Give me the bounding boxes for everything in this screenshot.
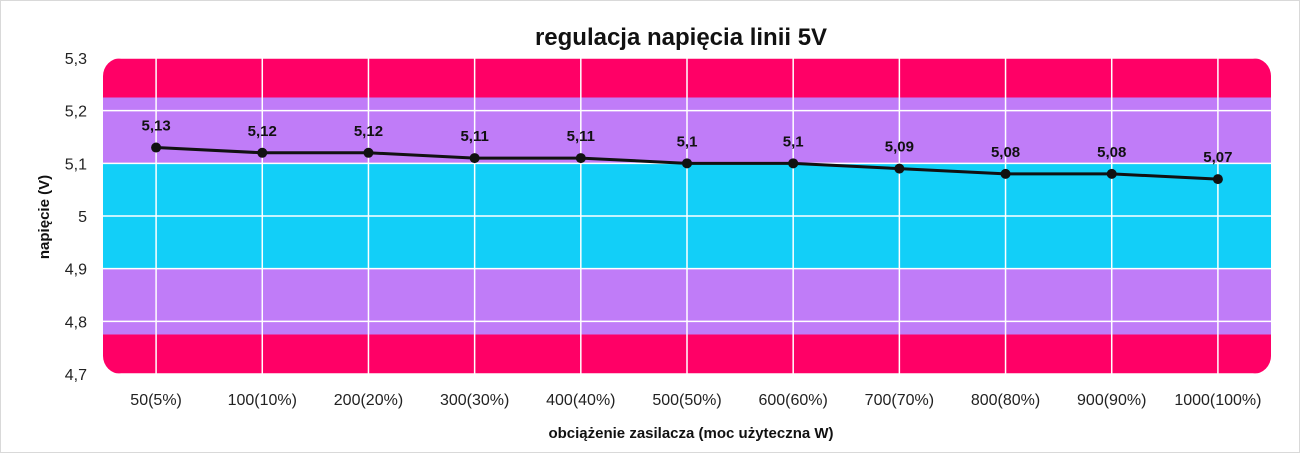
data-point [894, 163, 905, 174]
data-point [469, 153, 480, 164]
y-tick-label: 4,7 [65, 367, 87, 384]
grid-lines [103, 58, 1271, 374]
x-axis-ticks: 50(5%) 100(10%) 200(20%) 300(30%) 400(40%) 50… [130, 392, 1261, 409]
x-tick-label: 1000(100%) [1174, 392, 1261, 409]
y-tick-label: 4,8 [65, 314, 87, 331]
y-tick-label: 5,1 [65, 156, 87, 173]
series-line [151, 142, 1223, 185]
data-label: 5,07 [1203, 149, 1232, 166]
data-label: 5,08 [1097, 144, 1126, 161]
x-tick-label: 100(10%) [228, 392, 297, 409]
data-label: 5,11 [567, 128, 595, 145]
data-label: 5,09 [885, 139, 914, 156]
y-axis-ticks: 4,7 4,8 4,9 5 5,1 5,2 5,3 [65, 51, 87, 384]
data-point [1212, 174, 1223, 185]
y-tick-label: 5,2 [65, 104, 87, 121]
data-labels: 5,13 5,12 5,12 5,11 5,11 5,1 5,1 5,09 5,08 5,08 5,… [141, 118, 1232, 167]
chart-title: regulacja napięcia linii 5V [535, 24, 827, 51]
data-label: 5,12 [248, 123, 277, 140]
y-tick-label: 5,3 [65, 51, 87, 68]
data-point [788, 158, 799, 169]
data-label: 5,13 [141, 118, 170, 135]
x-tick-label: 500(50%) [652, 392, 721, 409]
y-tick-label: 5 [78, 209, 87, 226]
x-tick-label: 400(40%) [546, 392, 615, 409]
x-tick-label: 300(30%) [440, 392, 509, 409]
data-point [257, 147, 268, 158]
x-tick-label: 200(20%) [334, 392, 403, 409]
x-tick-label: 800(80%) [971, 392, 1040, 409]
y-axis-label: napięcie (V) [36, 175, 53, 259]
data-label: 5,08 [991, 144, 1020, 161]
x-tick-label: 700(70%) [865, 392, 934, 409]
data-label: 5,1 [783, 133, 804, 150]
data-label: 5,1 [677, 133, 698, 150]
x-tick-label: 900(90%) [1077, 392, 1146, 409]
y-tick-label: 4,9 [65, 262, 87, 279]
data-point [1106, 168, 1117, 179]
x-tick-label: 50(5%) [130, 392, 182, 409]
data-point [1000, 168, 1011, 179]
x-axis-label: obciążenie zasilacza (moc użyteczna W) [548, 425, 833, 442]
data-point [575, 153, 586, 164]
data-label: 5,12 [354, 123, 383, 140]
data-point [151, 142, 162, 153]
x-tick-label: 600(60%) [758, 392, 827, 409]
data-label: 5,11 [460, 128, 488, 145]
data-point [363, 147, 374, 158]
data-point [682, 158, 692, 169]
